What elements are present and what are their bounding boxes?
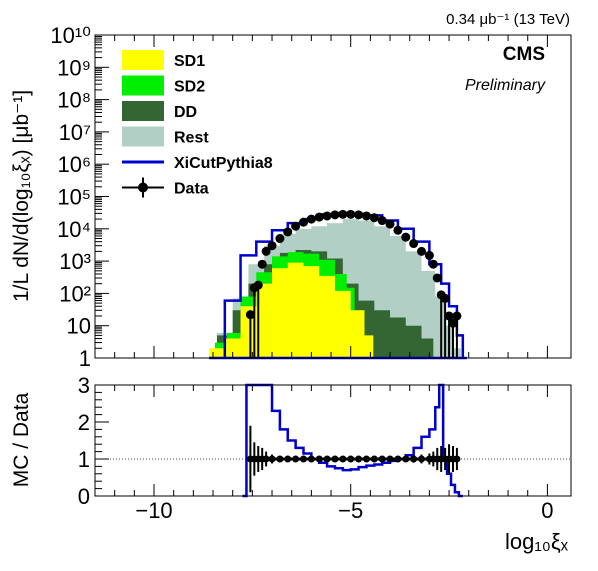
ratio-data-point xyxy=(410,456,417,463)
y-tick-label: 10³ xyxy=(59,249,91,274)
ratio-data-point xyxy=(371,456,378,463)
legend-swatch-rest xyxy=(122,127,164,147)
ratio-data-point xyxy=(339,456,346,463)
data-point xyxy=(268,241,277,250)
legend-label: DD xyxy=(174,104,197,121)
data-point xyxy=(362,211,371,220)
data-point xyxy=(283,227,292,236)
y-tick-label: 10¹⁰ xyxy=(50,23,91,48)
ratio-data-point xyxy=(347,456,354,463)
ratio-data-point xyxy=(363,456,370,463)
data-point xyxy=(299,218,308,227)
ratio-plot-panel: 0 1 2 3 −10 −5 0 MC / Data log₁₀ξₓ xyxy=(10,373,571,554)
y-tick-label: 10⁸ xyxy=(57,88,91,113)
ratio-simulation-line xyxy=(243,385,463,496)
legend-swatch-sd2 xyxy=(122,76,164,96)
legend-label: Rest xyxy=(174,130,209,147)
ratio-data-point xyxy=(324,456,331,463)
data-point xyxy=(433,273,442,282)
data-point xyxy=(330,210,339,219)
ratio-data-point xyxy=(300,456,307,463)
ratio-data-point xyxy=(402,456,409,463)
ratio-data-point xyxy=(331,456,338,463)
experiment-label: CMS xyxy=(503,44,545,65)
ratio-data-point xyxy=(418,456,425,463)
x-tick-label: 0 xyxy=(541,498,553,523)
ratio-data-point xyxy=(316,456,323,463)
ratio-data-point xyxy=(276,456,283,463)
x-tick-label: −5 xyxy=(338,498,363,523)
ratio-y-axis-title: MC / Data xyxy=(10,392,33,487)
ratio-y-tick-label: 3 xyxy=(78,373,90,398)
data-point xyxy=(409,239,418,248)
data-point xyxy=(378,216,387,225)
ratio-plot-frame xyxy=(95,385,571,496)
ratio-data-point xyxy=(355,456,362,463)
data-point xyxy=(315,213,324,222)
y-tick-label: 10² xyxy=(59,281,91,306)
data-point xyxy=(338,210,347,219)
legend: SD1 SD2 DD Rest XiCutPythia8 Data xyxy=(122,50,273,198)
legend-label: XiCutPythia8 xyxy=(174,155,273,172)
data-point xyxy=(254,281,263,290)
ratio-x-axis: −10 −5 0 xyxy=(115,385,554,523)
stacked-histograms xyxy=(209,219,461,358)
data-point xyxy=(346,210,355,219)
data-point xyxy=(386,220,395,229)
ratio-data-point xyxy=(284,456,291,463)
x-axis-title: log₁₀ξₓ xyxy=(505,529,569,554)
legend-swatch-data-marker xyxy=(138,183,148,193)
legend-label: SD1 xyxy=(174,53,205,70)
ratio-data-point xyxy=(292,456,299,463)
data-point xyxy=(323,211,332,220)
data-point xyxy=(291,222,300,231)
data-point xyxy=(258,260,267,269)
data-point xyxy=(307,215,316,224)
y-tick-label: 1 xyxy=(79,346,91,371)
ratio-data-point xyxy=(269,456,276,463)
data-point xyxy=(393,226,402,235)
ratio-y-tick-label: 1 xyxy=(78,447,90,472)
y-tick-label: 10 xyxy=(67,314,91,339)
y-tick-label: 10⁷ xyxy=(59,120,91,145)
data-point xyxy=(401,233,410,242)
ratio-data-point xyxy=(453,456,460,463)
ratio-y-tick-label: 2 xyxy=(78,410,90,435)
ratio-y-axis: 0 1 2 3 xyxy=(78,373,109,509)
y-tick-label: 10⁴ xyxy=(57,217,91,242)
y-tick-label: 10⁶ xyxy=(57,152,91,177)
preliminary-label: Preliminary xyxy=(465,77,546,94)
data-point xyxy=(354,210,363,219)
ratio-data-point xyxy=(387,456,394,463)
luminosity-label: 0.34 μb⁻¹ (13 TeV) xyxy=(446,11,570,28)
ratio-xicutpythia8-line xyxy=(243,385,463,496)
legend-swatch-sd1 xyxy=(122,50,164,70)
ratio-data-point xyxy=(379,456,386,463)
main-plot-panel: 1 10 10² 10³ 10⁴ 10⁵ 10⁶ 10⁷ 10⁸ 10⁹ 10¹⁰ 1/L dN/d… xyxy=(10,23,571,371)
legend-label: Data xyxy=(174,181,209,198)
x-tick-label: −10 xyxy=(135,498,172,523)
data-point xyxy=(429,260,438,269)
y-tick-label: 10⁹ xyxy=(57,55,91,80)
data-point xyxy=(417,247,426,256)
data-point xyxy=(425,251,434,260)
data-point xyxy=(370,213,379,222)
ratio-y-tick-label: 0 xyxy=(78,484,90,509)
legend-label: SD2 xyxy=(174,79,205,96)
main-y-axis: 1 10 10² 10³ 10⁴ 10⁵ 10⁶ 10⁷ 10⁸ 10⁹ 10¹⁰ xyxy=(50,23,109,371)
data-point xyxy=(275,234,284,243)
data-point xyxy=(441,294,450,303)
data-point xyxy=(452,311,461,320)
ratio-data-point xyxy=(308,456,315,463)
legend-swatch-dd xyxy=(122,101,164,121)
ratio-data-point xyxy=(394,456,401,463)
main-y-axis-title: 1/L dN/d(log₁₀ξₓ) [μb⁻¹] xyxy=(10,90,33,302)
y-tick-label: 10⁵ xyxy=(57,185,91,210)
